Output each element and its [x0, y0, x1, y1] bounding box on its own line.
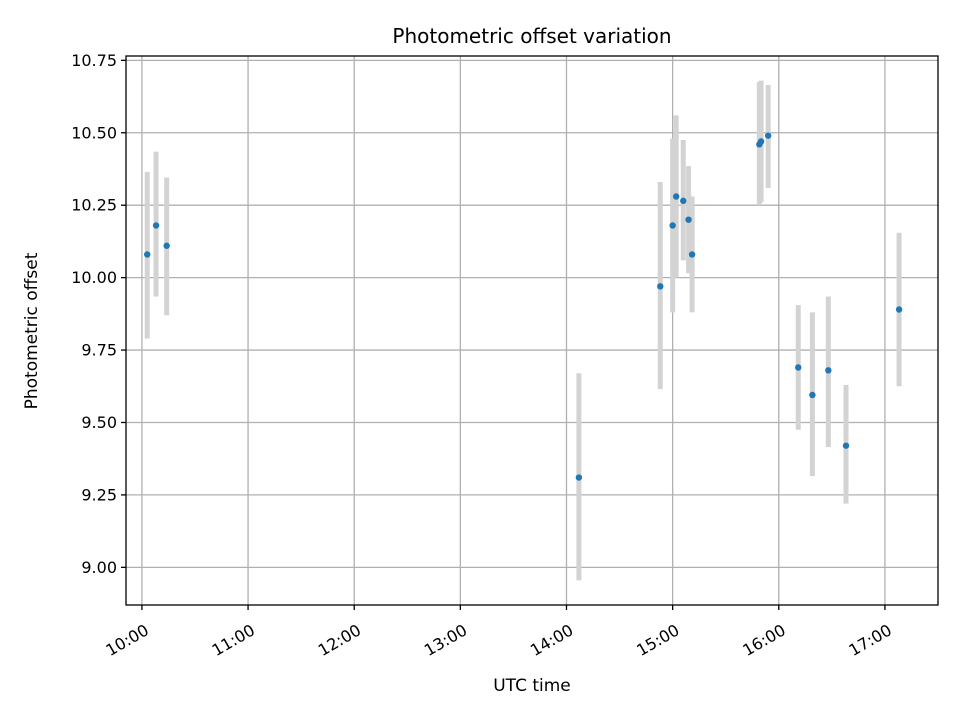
data-point	[809, 391, 816, 399]
y-tick-label: 10.50	[71, 123, 117, 142]
data-point	[825, 367, 832, 374]
y-tick-label: 10.25	[71, 196, 117, 215]
y-tick-label: 10.75	[71, 51, 117, 70]
data-point	[657, 283, 664, 290]
data-point	[685, 216, 692, 223]
data-point	[757, 138, 765, 145]
data-point	[680, 197, 687, 205]
y-tick-label: 9.00	[81, 558, 117, 577]
data-point	[575, 474, 583, 481]
y-tick-label: 9.50	[81, 413, 117, 432]
y-axis-label: Photometric offset	[22, 252, 42, 409]
data-point	[672, 193, 680, 200]
data-point	[669, 222, 676, 229]
plot-area-frame	[125, 55, 939, 606]
data-point	[842, 442, 850, 449]
data-points	[144, 132, 903, 481]
y-tick-label: 9.75	[81, 341, 117, 360]
data-point	[152, 222, 160, 229]
data-point	[895, 306, 903, 313]
data-point	[163, 242, 170, 249]
x-axis-label: UTC time	[493, 676, 571, 696]
data-point	[144, 251, 151, 258]
chart-title: Photometric offset variation	[392, 24, 671, 48]
y-tick-label: 9.25	[81, 485, 117, 504]
data-point	[795, 364, 802, 371]
data-point	[688, 251, 696, 258]
data-point	[764, 132, 772, 139]
y-tick-label: 10.00	[71, 268, 117, 287]
